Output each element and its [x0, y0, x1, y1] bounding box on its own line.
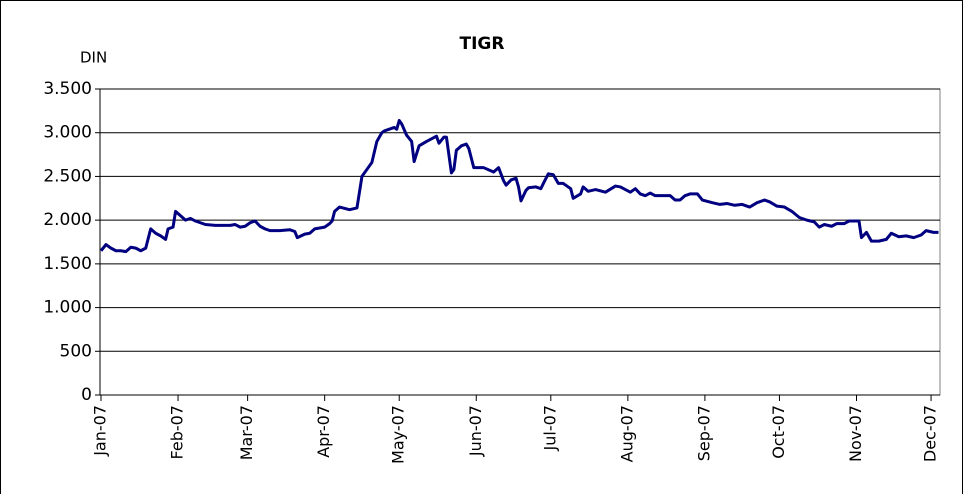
y-tick-label: 3.500 — [43, 79, 92, 99]
line-series — [99, 118, 939, 254]
x-tick-label: Apr-07 — [314, 405, 333, 458]
x-tick-label: Jul-07 — [540, 405, 559, 451]
x-tick-label: Jan-07 — [90, 405, 109, 457]
x-tick-label: Dec-07 — [921, 405, 940, 462]
y-tick-label: 0 — [81, 385, 92, 405]
y-tick-label: 500 — [60, 341, 92, 361]
x-tick-label: Oct-07 — [769, 405, 788, 459]
y-tick-label: 2.000 — [43, 210, 92, 230]
x-tick-label: Mar-07 — [237, 405, 256, 460]
x-tick-label: Feb-07 — [168, 405, 187, 459]
x-tick-label: Sep-07 — [694, 405, 713, 461]
y-tick-label: 3.000 — [43, 123, 92, 143]
y-tick-label: 1.500 — [43, 254, 92, 274]
x-tick-label: Nov-07 — [846, 405, 865, 462]
y-tick-label: 1.000 — [43, 298, 92, 318]
chart-title: TIGR — [460, 34, 505, 54]
plot-area — [99, 88, 941, 396]
y-axis-label: DIN — [80, 49, 107, 67]
y-tick-label: 2.500 — [43, 166, 92, 186]
x-tick-label: Jun-07 — [466, 405, 485, 457]
x-tick-label: Aug-07 — [617, 405, 636, 462]
x-tick-label: May-07 — [389, 405, 408, 464]
